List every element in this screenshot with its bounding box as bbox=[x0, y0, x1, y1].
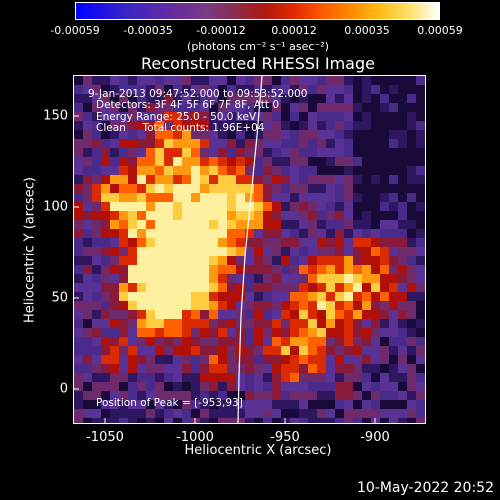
y-tick: 0 bbox=[59, 381, 68, 397]
timestamp: 10-May-2022 20:52 bbox=[356, 480, 494, 496]
info-detectors: Detectors: 3F 4F 5F 6F 7F 8F, Att 0 bbox=[96, 99, 280, 111]
colorbar-tick: 0.00012 bbox=[271, 24, 317, 37]
colorbar-tick: -0.00035 bbox=[123, 24, 173, 37]
colorbar bbox=[75, 2, 440, 20]
y-tick: 150 bbox=[43, 108, 68, 124]
x-axis-label: Heliocentric X (arcsec) bbox=[184, 443, 332, 458]
rhessi-image bbox=[74, 76, 425, 423]
x-tick: -900 bbox=[360, 430, 390, 445]
x-tick: -1000 bbox=[176, 430, 214, 445]
info-peak: Position of Peak = [-953,93] bbox=[96, 397, 243, 409]
x-tick: -1050 bbox=[86, 430, 124, 445]
colorbar-tick: 0.00059 bbox=[417, 24, 463, 37]
info-clean: Clean Total counts: 1.96E+04 bbox=[96, 122, 265, 134]
colorbar-tick: -0.00012 bbox=[196, 24, 246, 37]
colorbar-units: (photons cm⁻² s⁻¹ asec⁻²) bbox=[187, 40, 329, 53]
limb-line bbox=[237, 76, 263, 423]
colorbar-tick: 0.00035 bbox=[344, 24, 390, 37]
plot-title: Reconstructed RHESSI Image bbox=[141, 54, 375, 73]
y-tick: 50 bbox=[51, 290, 68, 306]
info-time: 9-Jan-2013 09:47:52.000 to 09:53:52.000 bbox=[88, 88, 308, 100]
y-axis-label: Heliocentric Y (arcsec) bbox=[22, 177, 38, 323]
image-plot: 9-Jan-2013 09:47:52.000 to 09:53:52.000 … bbox=[73, 75, 426, 424]
x-tick: -950 bbox=[270, 430, 300, 445]
info-energy: Energy Range: 25.0 - 50.0 keV bbox=[96, 111, 257, 123]
colorbar-tick: -0.00059 bbox=[50, 24, 100, 37]
y-tick: 100 bbox=[43, 199, 68, 215]
